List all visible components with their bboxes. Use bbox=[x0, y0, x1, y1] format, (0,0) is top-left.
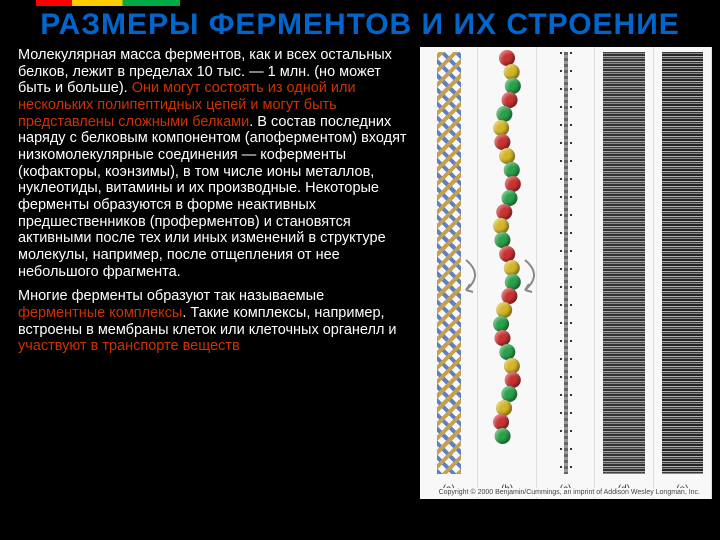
accent-bar bbox=[0, 0, 720, 6]
figure-copyright: Copyright © 2000 Benjamin/Cummings, an i… bbox=[437, 488, 702, 497]
p1-text-b: . В состав последних наряду с белковым к… bbox=[18, 114, 407, 280]
diagram-figure: (a) (b) (c) (d) (e) Copyright © 2000 Be bbox=[420, 47, 712, 499]
gel-pattern-icon bbox=[662, 52, 703, 474]
panel-d: (d) bbox=[595, 47, 653, 499]
gel-pattern-icon bbox=[603, 52, 644, 474]
panel-c: (c) bbox=[537, 47, 595, 499]
bead-icon bbox=[495, 428, 511, 444]
content-area: Молекулярная масса ферментов, как и всех… bbox=[0, 47, 720, 507]
p2-highlight-1: ферментные комплексы bbox=[18, 305, 182, 321]
slide-title: РАЗМЕРЫ ФЕРМЕНТОВ И ИХ СТРОЕНИЕ bbox=[0, 0, 720, 47]
panel-a: (a) bbox=[420, 47, 478, 499]
strand-line-icon bbox=[564, 52, 568, 474]
protein-beads-icon bbox=[492, 52, 522, 474]
arrows-left-icon bbox=[560, 52, 562, 474]
text-column: Молекулярная масса ферментов, как и всех… bbox=[0, 47, 420, 507]
paragraph-1: Молекулярная масса ферментов, как и всех… bbox=[18, 47, 410, 280]
panel-e: (e) bbox=[654, 47, 712, 499]
p2-highlight-2: участвуют в транспорте веществ bbox=[18, 338, 240, 354]
dna-helix-icon bbox=[437, 52, 461, 474]
arrows-right-icon bbox=[570, 52, 572, 474]
p2-text-a: Многие ферменты образуют так называемые bbox=[18, 288, 324, 304]
panel-b: (b) bbox=[478, 47, 536, 499]
paragraph-2: Многие ферменты образуют так называемые … bbox=[18, 288, 410, 355]
